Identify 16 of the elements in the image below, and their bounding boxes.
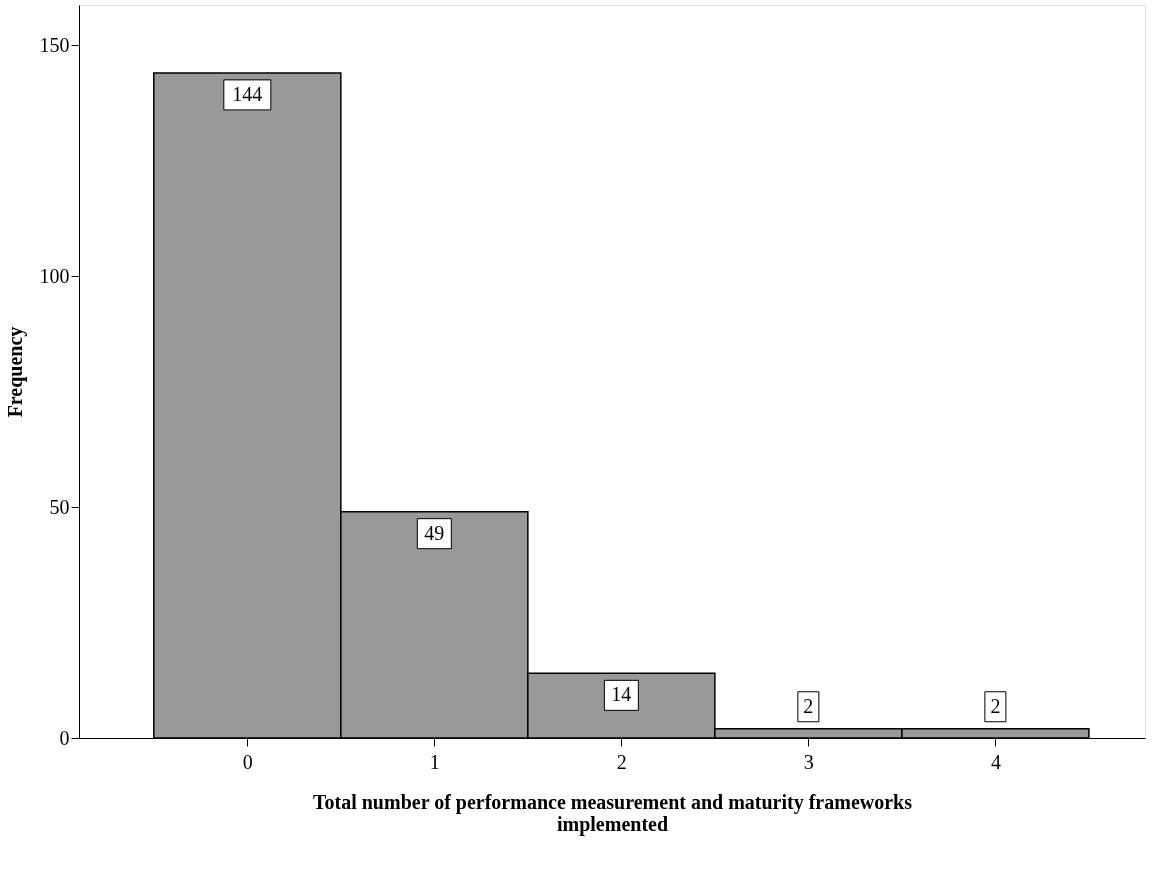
data-label: 2: [990, 694, 1001, 717]
y-tick-label: 50: [49, 495, 70, 518]
data-label: 144: [232, 82, 263, 105]
x-tick-label: 3: [803, 750, 814, 773]
y-tick-label: 100: [39, 264, 70, 287]
x-tick-label: 0: [242, 750, 253, 773]
data-label: 2: [803, 694, 814, 717]
data-label: 49: [424, 521, 445, 544]
y-tick-label: 0: [59, 726, 70, 749]
data-label: 14: [611, 683, 632, 706]
y-axis-title: Frequency: [3, 326, 27, 418]
x-tick-label: 4: [990, 750, 1001, 773]
x-tick-label: 2: [616, 750, 627, 773]
x-axis-title: Total number of performance measurement and maturity frameworks implemented: [313, 790, 913, 836]
x-tick-label: 1: [429, 750, 440, 773]
y-tick-label: 150: [39, 33, 70, 56]
